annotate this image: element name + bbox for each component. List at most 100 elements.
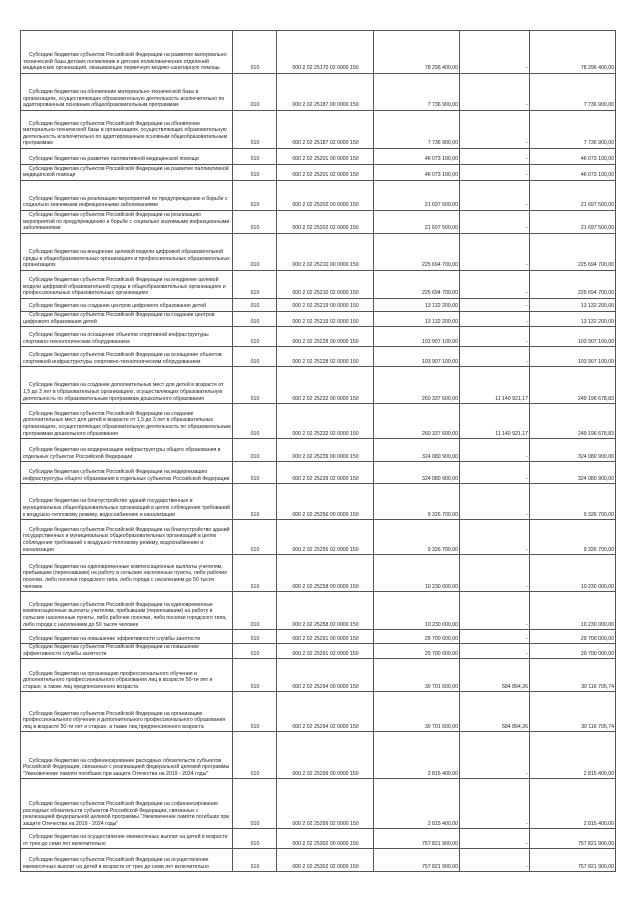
row-remaining: 225 694 700,00 <box>529 233 616 271</box>
row-approved: 324 080 900,00 <box>373 438 460 463</box>
row-code: 010 <box>232 731 277 780</box>
row-approved: 9 326 700,00 <box>373 519 460 556</box>
row-executed: - <box>459 210 530 234</box>
table-row: Субсидии бюджетам на софинансирование ра… <box>20 731 616 780</box>
row-approved: 225 694 700,00 <box>373 270 460 299</box>
row-executed: - <box>459 828 530 850</box>
row-kbk: 000 2 02 25239 00 0000 150 <box>276 438 374 463</box>
row-remaining: 2 815 400,00 <box>529 778 616 830</box>
row-kbk: 000 2 02 25232 00 0000 150 <box>276 366 374 405</box>
table-row: Субсидии бюджетам субъектов Российской Ф… <box>20 346 616 368</box>
table-row: Субсидии бюджетам на оснащение объектов … <box>20 326 616 348</box>
row-executed: - <box>459 643 530 660</box>
row-kbk: 000 2 02 25219 02 0000 150 <box>276 310 374 328</box>
row-description: Субсидии бюджетам на осуществление ежеме… <box>20 828 233 850</box>
row-executed: - <box>459 629 530 645</box>
row-kbk: 000 2 02 25202 00 0000 150 <box>276 180 374 211</box>
row-executed: - <box>459 731 530 780</box>
row-executed: - <box>459 848 530 873</box>
row-executed: - <box>459 270 530 299</box>
row-code: 010 <box>232 591 277 631</box>
row-kbk: 000 2 02 25201 02 0000 150 <box>276 164 374 181</box>
row-kbk: 000 2 02 25202 02 0000 150 <box>276 210 374 234</box>
row-approved: 46 073 100,00 <box>373 164 460 181</box>
row-remaining: 46 073 100,00 <box>529 164 616 181</box>
row-kbk: 000 2 02 25294 00 0000 150 <box>276 658 374 693</box>
table-row: Субсидии бюджетам на благоустройство зда… <box>20 483 616 521</box>
row-remaining: 7 736 900,00 <box>529 110 616 149</box>
row-approved: 324 080 900,00 <box>373 461 460 485</box>
row-approved: 30 701 600,00 <box>373 691 460 733</box>
row-code: 010 <box>232 346 277 368</box>
row-approved: 757 821 900,00 <box>373 828 460 850</box>
row-executed: - <box>459 554 530 593</box>
row-kbk: 000 2 02 25210 00 0000 150 <box>276 233 374 271</box>
row-executed: - <box>459 180 530 211</box>
row-kbk: 000 2 02 25258 00 0000 150 <box>276 554 374 593</box>
row-approved: 10 230 000,00 <box>373 554 460 593</box>
table-row: Субсидии бюджетам субъектов Российской Ф… <box>20 210 616 234</box>
row-kbk: 000 2 02 25219 00 0000 150 <box>276 298 374 312</box>
row-code: 010 <box>232 461 277 485</box>
row-description: Субсидии бюджетам субъектов Российской Ф… <box>20 310 233 328</box>
row-kbk: 000 2 02 25210 02 0000 150 <box>276 270 374 299</box>
row-description: Субсидии бюджетам субъектов Российской Ф… <box>20 30 233 74</box>
row-approved: 103 907 100,00 <box>373 326 460 348</box>
row-kbk: 000 2 02 25232 02 0000 150 <box>276 403 374 440</box>
row-kbk: 000 2 02 25294 02 0000 150 <box>276 691 374 733</box>
row-approved: 2 815 400,00 <box>373 778 460 830</box>
row-remaining: 103 907 100,00 <box>529 326 616 348</box>
row-description: Субсидии бюджетам на обновление материал… <box>20 73 233 111</box>
table-row: Субсидии бюджетам субъектов Российской Ф… <box>20 270 616 299</box>
row-code: 010 <box>232 110 277 149</box>
row-remaining: 29 700 000,00 <box>529 629 616 645</box>
row-remaining: 757 821 900,00 <box>529 848 616 873</box>
row-code: 010 <box>232 643 277 660</box>
row-code: 010 <box>232 438 277 463</box>
row-remaining: 78 296 400,00 <box>529 30 616 74</box>
table-row: Субсидии бюджетам на организацию професс… <box>20 658 616 693</box>
row-description: Субсидии бюджетам на единовременные комп… <box>20 554 233 593</box>
row-kbk: 000 2 02 25228 02 0000 150 <box>276 346 374 368</box>
row-kbk: 000 2 02 25201 00 0000 150 <box>276 148 374 165</box>
row-approved: 2 815 400,00 <box>373 731 460 780</box>
row-remaining: 13 132 200,00 <box>529 310 616 328</box>
row-approved: 9 326 700,00 <box>373 483 460 521</box>
row-code: 010 <box>232 326 277 348</box>
table-row: Субсидии бюджетам на реализацию мероприя… <box>20 180 616 211</box>
row-description: Субсидии бюджетам на оснащение объектов … <box>20 326 233 348</box>
row-executed: - <box>459 591 530 631</box>
row-executed: 584 894,26 <box>459 658 530 693</box>
table-row: Субсидии бюджетам на повышение эффективн… <box>20 629 616 645</box>
table-row: Субсидии бюджетам субъектов Российской Ф… <box>20 643 616 660</box>
row-remaining: 13 132 200,00 <box>529 298 616 312</box>
table-row: Субсидии бюджетам субъектов Российской Ф… <box>20 778 616 830</box>
row-description: Субсидии бюджетам на модернизацию инфрас… <box>20 438 233 463</box>
table-row: Субсидии бюджетам на осуществление ежеме… <box>20 828 616 850</box>
row-description: Субсидии бюджетам на софинансирование ра… <box>20 731 233 780</box>
table-row: Субсидии бюджетам субъектов Российской Ф… <box>20 164 616 181</box>
row-approved: 29 700 000,00 <box>373 643 460 660</box>
row-code: 010 <box>232 403 277 440</box>
row-kbk: 000 2 02 25291 00 0000 150 <box>276 629 374 645</box>
table-row: Субсидии бюджетам на обновление материал… <box>20 73 616 111</box>
row-code: 010 <box>232 828 277 850</box>
row-code: 010 <box>232 483 277 521</box>
row-remaining: 30 116 705,74 <box>529 658 616 693</box>
row-approved: 225 694 700,00 <box>373 233 460 271</box>
row-remaining: 10 230 000,00 <box>529 591 616 631</box>
row-executed: - <box>459 73 530 111</box>
row-kbk: 000 2 02 25291 02 0000 150 <box>276 643 374 660</box>
row-code: 010 <box>232 848 277 873</box>
row-description: Субсидии бюджетам субъектов Российской Ф… <box>20 403 233 440</box>
row-remaining: 30 116 705,74 <box>529 691 616 733</box>
row-code: 010 <box>232 233 277 271</box>
row-approved: 7 736 900,00 <box>373 73 460 111</box>
table-row: Субсидии бюджетам субъектов Российской Ф… <box>20 691 616 733</box>
row-approved: 78 296 400,00 <box>373 30 460 74</box>
row-description: Субсидии бюджетам на реализацию мероприя… <box>20 180 233 211</box>
row-code: 010 <box>232 778 277 830</box>
table-row: Субсидии бюджетам на модернизацию инфрас… <box>20 438 616 463</box>
row-remaining: 2 815 400,00 <box>529 731 616 780</box>
row-remaining: 9 326 700,00 <box>529 519 616 556</box>
